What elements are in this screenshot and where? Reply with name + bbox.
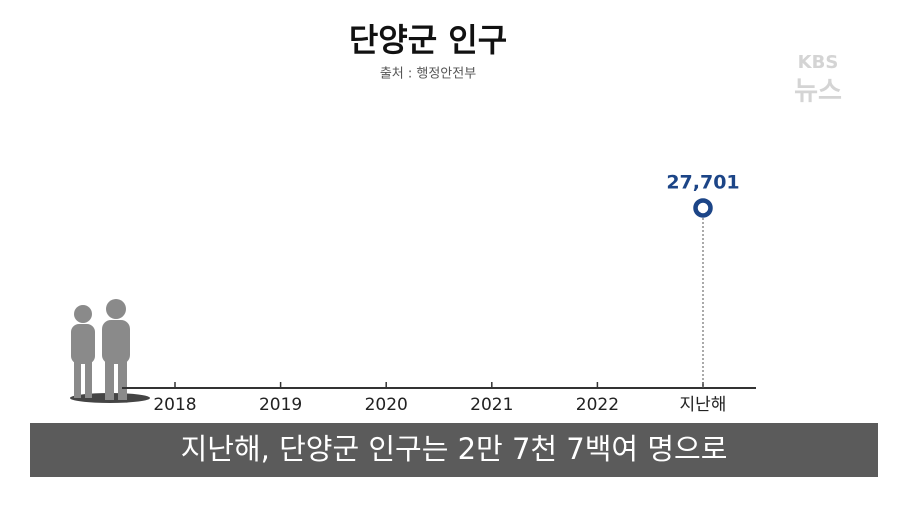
chart-title: 단양군 인구	[349, 21, 507, 59]
value-label: 27,701	[666, 171, 739, 193]
x-tick-label: 2021	[470, 395, 513, 415]
x-tick-label: 지난해	[680, 395, 727, 415]
brand-name: KBS	[798, 52, 839, 73]
x-tick-label: 2018	[153, 395, 196, 415]
brand-sub: 뉴스	[794, 77, 842, 107]
point	[693, 198, 713, 218]
caption: 지난해, 단양군 인구는 2만 7천 7백여 명으로	[181, 432, 728, 466]
x-tick-label: 2019	[259, 395, 302, 415]
x-tick-label: 2022	[576, 395, 619, 415]
people-icon	[70, 299, 150, 403]
chart-subtitle: 출처 : 행정안전부	[380, 66, 476, 82]
x-tick-label: 2020	[365, 395, 408, 415]
caption-band	[30, 423, 878, 477]
